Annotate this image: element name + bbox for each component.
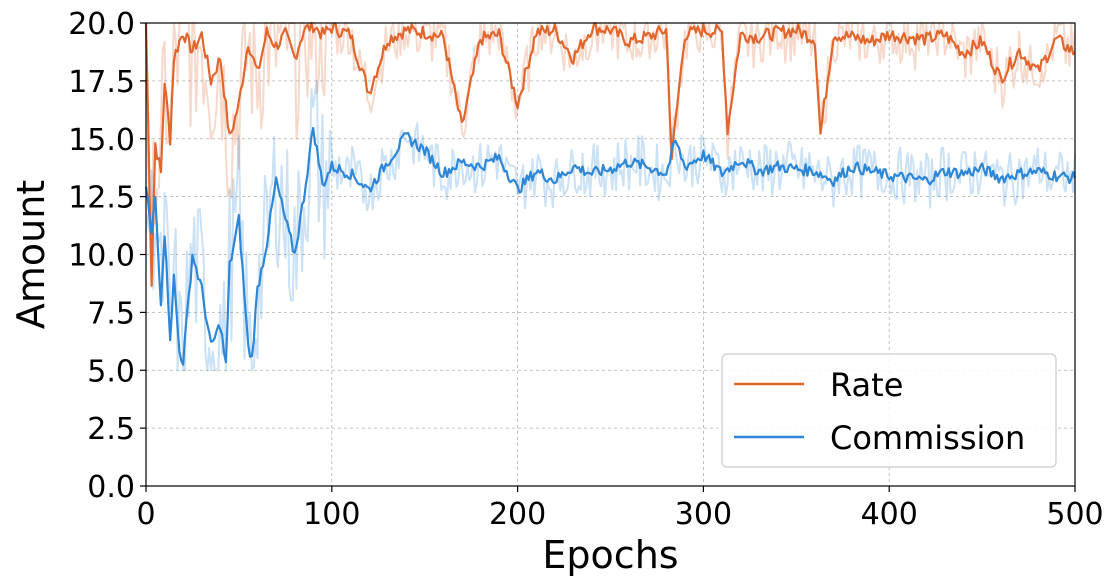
x-tick-label: 100 [303,497,360,532]
x-axis-ticks: 0 100 200 300 400 500 [136,486,1104,532]
y-tick-label: 10.0 [68,239,135,274]
series-line-rate [144,21,1076,287]
series-line-commission [144,126,1077,366]
x-tick-label: 300 [675,497,732,532]
y-tick-label: 7.5 [87,296,135,331]
y-tick-label: 15.0 [68,123,135,158]
y-tick-label: 12.5 [68,181,135,216]
y-tick-label: 2.5 [87,412,135,447]
x-tick-label: 400 [861,497,918,532]
y-tick-label: 0.0 [87,470,135,505]
x-axis-label: Epochs [542,533,678,577]
x-tick-label: 0 [136,497,155,532]
series-raw-rate [145,22,1076,233]
y-tick-label: 5.0 [87,354,135,389]
y-tick-label: 17.5 [68,65,135,100]
legend-label-commission: Commission [830,419,1025,457]
series-raw-commission [145,80,1076,372]
y-axis-label: Amount [9,180,53,329]
legend: Rate Commission [721,353,1057,468]
y-axis-ticks: 0.0 2.5 5.0 7.5 10.0 12.5 15.0 17.5 20.0 [68,7,146,505]
y-tick-label: 20.0 [68,7,135,42]
series-layer [144,21,1077,366]
x-tick-label: 200 [489,497,546,532]
x-tick-label: 500 [1046,497,1103,532]
legend-label-rate: Rate [830,366,903,404]
legend-box [721,353,1057,468]
